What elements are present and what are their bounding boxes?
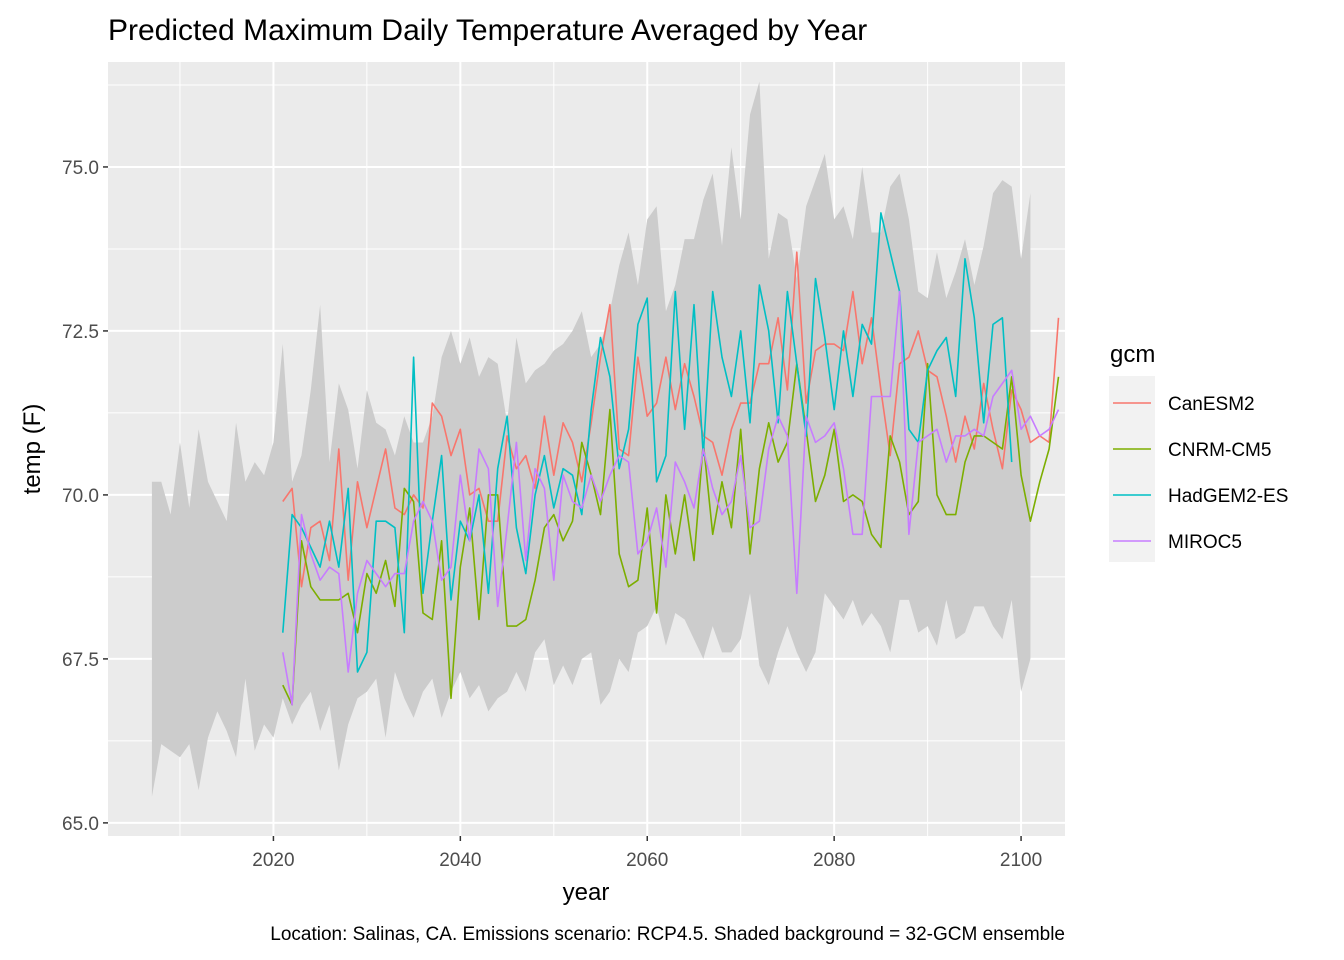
series-line-miroc5 — [282, 290, 1060, 706]
y-tick-label: 67.5 — [62, 650, 99, 671]
x-tick-label: 2020 — [252, 850, 294, 871]
y-tick-label: 75.0 — [62, 158, 99, 179]
x-axis-title: year — [563, 879, 610, 906]
x-tick-label: 2100 — [1000, 850, 1042, 871]
y-tick-label: 65.0 — [62, 814, 99, 835]
y-axis: 65.0 67.5 70.0 72.5 75.0 — [62, 158, 108, 835]
x-axis: 2020 2040 2060 2080 2100 — [252, 836, 1042, 871]
x-tick-label: 2080 — [813, 850, 855, 871]
ensemble-ribbon — [151, 81, 1031, 797]
chart-caption: Location: Salinas, CA. Emissions scenari… — [270, 924, 1065, 945]
chart-title: Predicted Maximum Daily Temperature Aver… — [108, 14, 867, 47]
legend-title: gcm — [1110, 341, 1155, 368]
legend-keys-background — [1109, 376, 1155, 562]
y-tick-label: 72.5 — [62, 322, 99, 343]
series-line-cnrm-cm5 — [282, 362, 1060, 706]
legend-label-miroc5: MIROC5 — [1168, 532, 1242, 553]
legend-items: CanESM2 CNRM-CM5 HadGEM2-ES MIROC5 — [1113, 394, 1288, 553]
series-lines-layer — [282, 212, 1060, 706]
legend-label-cnrm-cm5: CNRM-CM5 — [1168, 440, 1271, 461]
ensemble-ribbon-layer — [151, 81, 1031, 797]
y-axis-title: temp (F) — [19, 404, 46, 495]
y-tick-label: 70.0 — [62, 486, 99, 507]
legend: gcm CanESM2 CNRM-CM5 HadGEM2-ES MIROC5 — [1109, 341, 1288, 562]
legend-label-canesm2: CanESM2 — [1168, 394, 1255, 415]
series-line-hadgem2-es — [282, 212, 1013, 673]
legend-label-hadgem2-es: HadGEM2-ES — [1168, 486, 1288, 507]
x-tick-label: 2060 — [626, 850, 668, 871]
x-tick-label: 2040 — [439, 850, 481, 871]
